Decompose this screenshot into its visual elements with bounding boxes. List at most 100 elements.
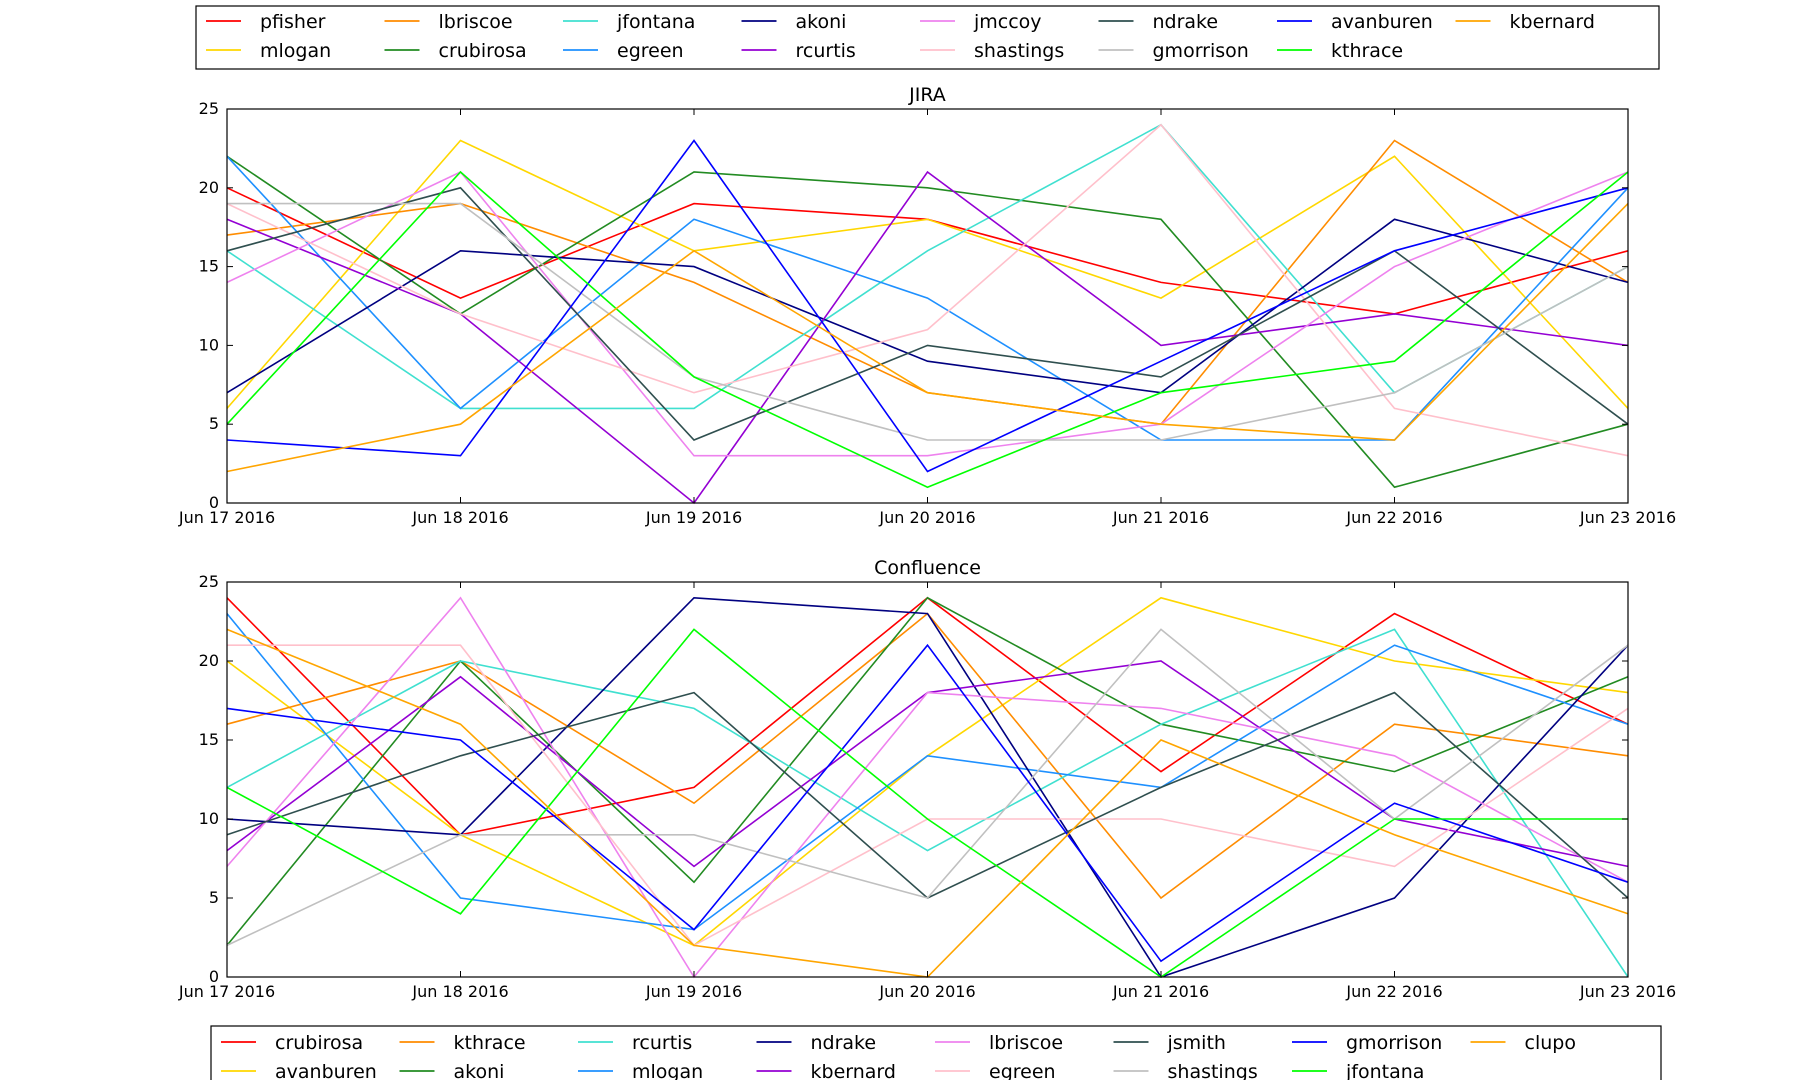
confluence-legend-label: crubirosa <box>275 1032 363 1054</box>
jira-legend-item-crubirosa: crubirosa <box>384 40 527 62</box>
confluence-y-tick-label: 15 <box>199 730 219 749</box>
confluence-legend-item-shastings: shastings <box>1113 1061 1258 1080</box>
jira-series-line-akoni <box>226 218 1629 394</box>
confluence-y-tick-label: 0 <box>209 967 219 986</box>
jira-legend-item-jmccoy: jmccoy <box>920 11 1042 33</box>
confluence-legend-item-mlogan: mlogan <box>578 1061 703 1080</box>
jira-legend-label: jmccoy <box>973 11 1042 33</box>
confluence-legend-label: akoni <box>454 1061 505 1080</box>
confluence-y-tick-label: 10 <box>199 809 219 828</box>
confluence-legend-label: jsmith <box>1167 1032 1226 1054</box>
jira-x-tick-label: Jun 22 2016 <box>1345 508 1442 527</box>
jira-legend-item-gmorrison: gmorrison <box>1098 40 1249 62</box>
confluence-legend-label: ndrake <box>811 1032 877 1054</box>
confluence-legend-label: clupo <box>1525 1032 1576 1054</box>
confluence-legend-item-kbernard: kbernard <box>756 1061 896 1080</box>
confluence-legend-item-jsmith: jsmith <box>1113 1032 1226 1054</box>
jira-chart-title: JIRA <box>908 84 946 106</box>
jira-legend-item-akoni: akoni <box>741 11 847 33</box>
jira-x-tick-label: Jun 18 2016 <box>411 508 508 527</box>
confluence-series-line-lbriscoe <box>226 596 1629 979</box>
jira-legend-label: egreen <box>617 40 684 62</box>
jira-y-tick-label: 20 <box>199 178 219 197</box>
jira-legend: pfisher mlogan lbriscoe crubirosa jfontana eg… <box>195 5 1660 70</box>
confluence-legend-label: avanburen <box>275 1061 377 1080</box>
jira-x-tick-label: Jun 17 2016 <box>178 508 275 527</box>
confluence-legend-label: mlogan <box>632 1061 703 1080</box>
confluence-series-line-mlogan <box>226 613 1629 931</box>
jira-x-tick-label: Jun 23 2016 <box>1579 508 1676 527</box>
confluence-legend-item-kthrace: kthrace <box>399 1032 526 1054</box>
jira-y-tick-label: 5 <box>209 414 219 433</box>
confluence-y-tick-label: 5 <box>209 888 219 907</box>
confluence-x-tick-label: Jun 17 2016 <box>178 982 275 1001</box>
jira-legend-label: pfisher <box>260 11 326 33</box>
jira-legend-label: shastings <box>974 40 1064 62</box>
confluence-x-tick-label: Jun 21 2016 <box>1112 982 1209 1001</box>
confluence-legend-item-egreen: egreen <box>935 1061 1056 1080</box>
jira-y-tick-label: 15 <box>199 257 219 276</box>
confluence-series-line-jfontana <box>226 628 1628 978</box>
confluence-legend-item-crubirosa: crubirosa <box>221 1032 363 1054</box>
jira-chart: JIRA 0 5 10 15 20 25 Jun 17 2016 Jun 18 2016 Jun … <box>178 84 1676 527</box>
jira-legend-label: kbernard <box>1510 11 1595 33</box>
confluence-x-tick-label: Jun 23 2016 <box>1579 982 1676 1001</box>
confluence-legend-item-ndrake: ndrake <box>756 1032 877 1054</box>
confluence-chart: Confluence 0 5 10 15 20 25 Jun 17 2016 Jun 18 20… <box>178 557 1676 1001</box>
confluence-legend-label: kbernard <box>811 1061 896 1080</box>
jira-x-tick-label: Jun 19 2016 <box>645 508 742 527</box>
jira-legend-item-mlogan: mlogan <box>206 40 331 62</box>
jira-legend-item-kthrace: kthrace <box>1277 40 1403 62</box>
jira-legend-label: gmorrison <box>1153 40 1249 62</box>
confluence-legend-label: lbriscoe <box>989 1032 1063 1054</box>
jira-legend-item-jfontana: jfontana <box>563 11 695 33</box>
confluence-y-tick-label: 20 <box>199 651 219 670</box>
confluence-series-line-gmorrison <box>226 643 1629 963</box>
confluence-legend: crubirosa avanburen kthrace akoni rcurtis mlo… <box>210 1025 1662 1080</box>
jira-y-tick-label: 0 <box>209 493 219 512</box>
jira-series-line-kbernard <box>226 203 1629 473</box>
confluence-y-tick-label: 25 <box>199 572 219 591</box>
confluence-x-tick-label: Jun 20 2016 <box>878 982 975 1001</box>
jira-x-tick-label: Jun 20 2016 <box>878 508 975 527</box>
jira-series-line-avanburen <box>226 139 1629 473</box>
jira-legend-label: akoni <box>796 11 847 33</box>
confluence-x-tick-label: Jun 18 2016 <box>411 982 508 1001</box>
jira-legend-item-ndrake: ndrake <box>1098 11 1219 33</box>
confluence-legend-label: rcurtis <box>632 1032 692 1054</box>
jira-legend-label: jfontana <box>616 11 695 33</box>
confluence-legend-item-rcurtis: rcurtis <box>578 1032 692 1054</box>
jira-legend-item-shastings: shastings <box>920 40 1064 62</box>
jira-legend-frame <box>195 5 1660 70</box>
confluence-legend-item-clupo: clupo <box>1470 1032 1576 1054</box>
jira-legend-label: kthrace <box>1331 40 1403 62</box>
confluence-x-tick-label: Jun 19 2016 <box>645 982 742 1001</box>
jira-legend-item-rcurtis: rcurtis <box>741 40 856 62</box>
jira-series-line-shastings <box>226 123 1629 457</box>
jira-y-tick-label: 10 <box>199 335 219 354</box>
jira-series-group <box>226 123 1629 505</box>
confluence-legend-item-akoni: akoni <box>399 1061 505 1080</box>
jira-legend-item-pfisher: pfisher <box>206 11 326 33</box>
jira-legend-label: lbriscoe <box>439 11 513 33</box>
jira-legend-item-egreen: egreen <box>563 40 684 62</box>
jira-legend-label: mlogan <box>260 40 331 62</box>
confluence-legend-label: shastings <box>1168 1061 1258 1080</box>
jira-series-line-kthrace <box>226 170 1629 489</box>
jira-legend-label: ndrake <box>1153 11 1219 33</box>
jira-legend-label: avanburen <box>1331 11 1433 33</box>
jira-series-line-mlogan <box>226 139 1629 409</box>
jira-y-tick-label: 25 <box>199 99 219 118</box>
confluence-legend-item-avanburen: avanburen <box>221 1061 377 1080</box>
confluence-legend-item-jfontana: jfontana <box>1292 1061 1424 1080</box>
jira-legend-label: rcurtis <box>796 40 856 62</box>
confluence-legend-item-gmorrison: gmorrison <box>1292 1032 1442 1054</box>
confluence-chart-title: Confluence <box>874 557 981 579</box>
confluence-x-tick-label: Jun 22 2016 <box>1345 982 1442 1001</box>
jira-series-line-gmorrison <box>227 202 1629 441</box>
confluence-series-line-rcurtis <box>226 628 1629 978</box>
jira-legend-item-lbriscoe: lbriscoe <box>384 11 513 33</box>
confluence-legend-label: gmorrison <box>1346 1032 1442 1054</box>
